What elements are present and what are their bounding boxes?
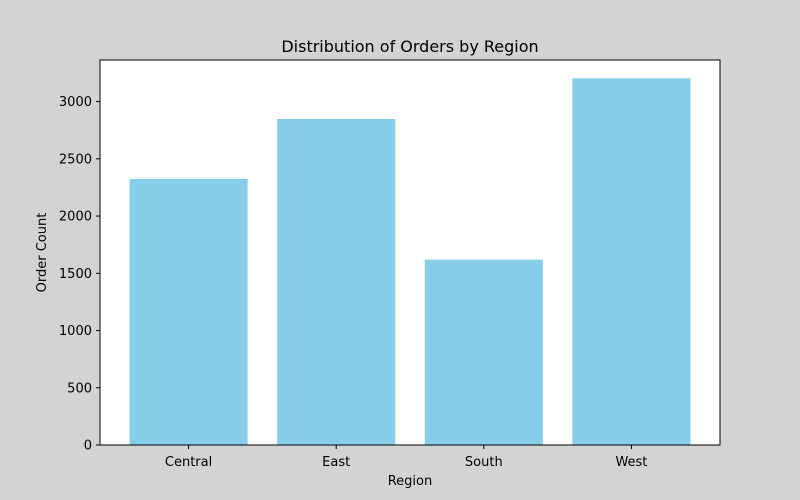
chart-title: Distribution of Orders by Region [281, 37, 538, 56]
x-axis: Central East South West [165, 445, 647, 470]
bar-south [424, 259, 543, 445]
y-axis: 0 500 1000 1500 2000 2500 3000 [59, 95, 100, 454]
x-tick-label: West [615, 455, 647, 470]
bar-central [129, 179, 248, 445]
y-tick-label: 1000 [59, 324, 92, 339]
y-tick-label: 0 [84, 439, 92, 454]
y-axis-label: Order Count [35, 213, 50, 293]
x-tick-label: Central [165, 455, 212, 470]
plot-frame [99, 59, 721, 446]
y-tick-label: 500 [67, 381, 92, 396]
bar-west [572, 78, 691, 445]
x-tick-label: South [465, 455, 503, 470]
bar-east [277, 118, 396, 446]
y-tick-label: 3000 [59, 95, 92, 110]
bars-layer [129, 78, 691, 446]
y-tick-label: 1500 [59, 267, 92, 282]
x-tick-label: East [322, 455, 350, 470]
x-axis-label: Region [388, 474, 433, 489]
y-tick-label: 2500 [59, 152, 92, 167]
y-tick-label: 2000 [59, 210, 92, 225]
